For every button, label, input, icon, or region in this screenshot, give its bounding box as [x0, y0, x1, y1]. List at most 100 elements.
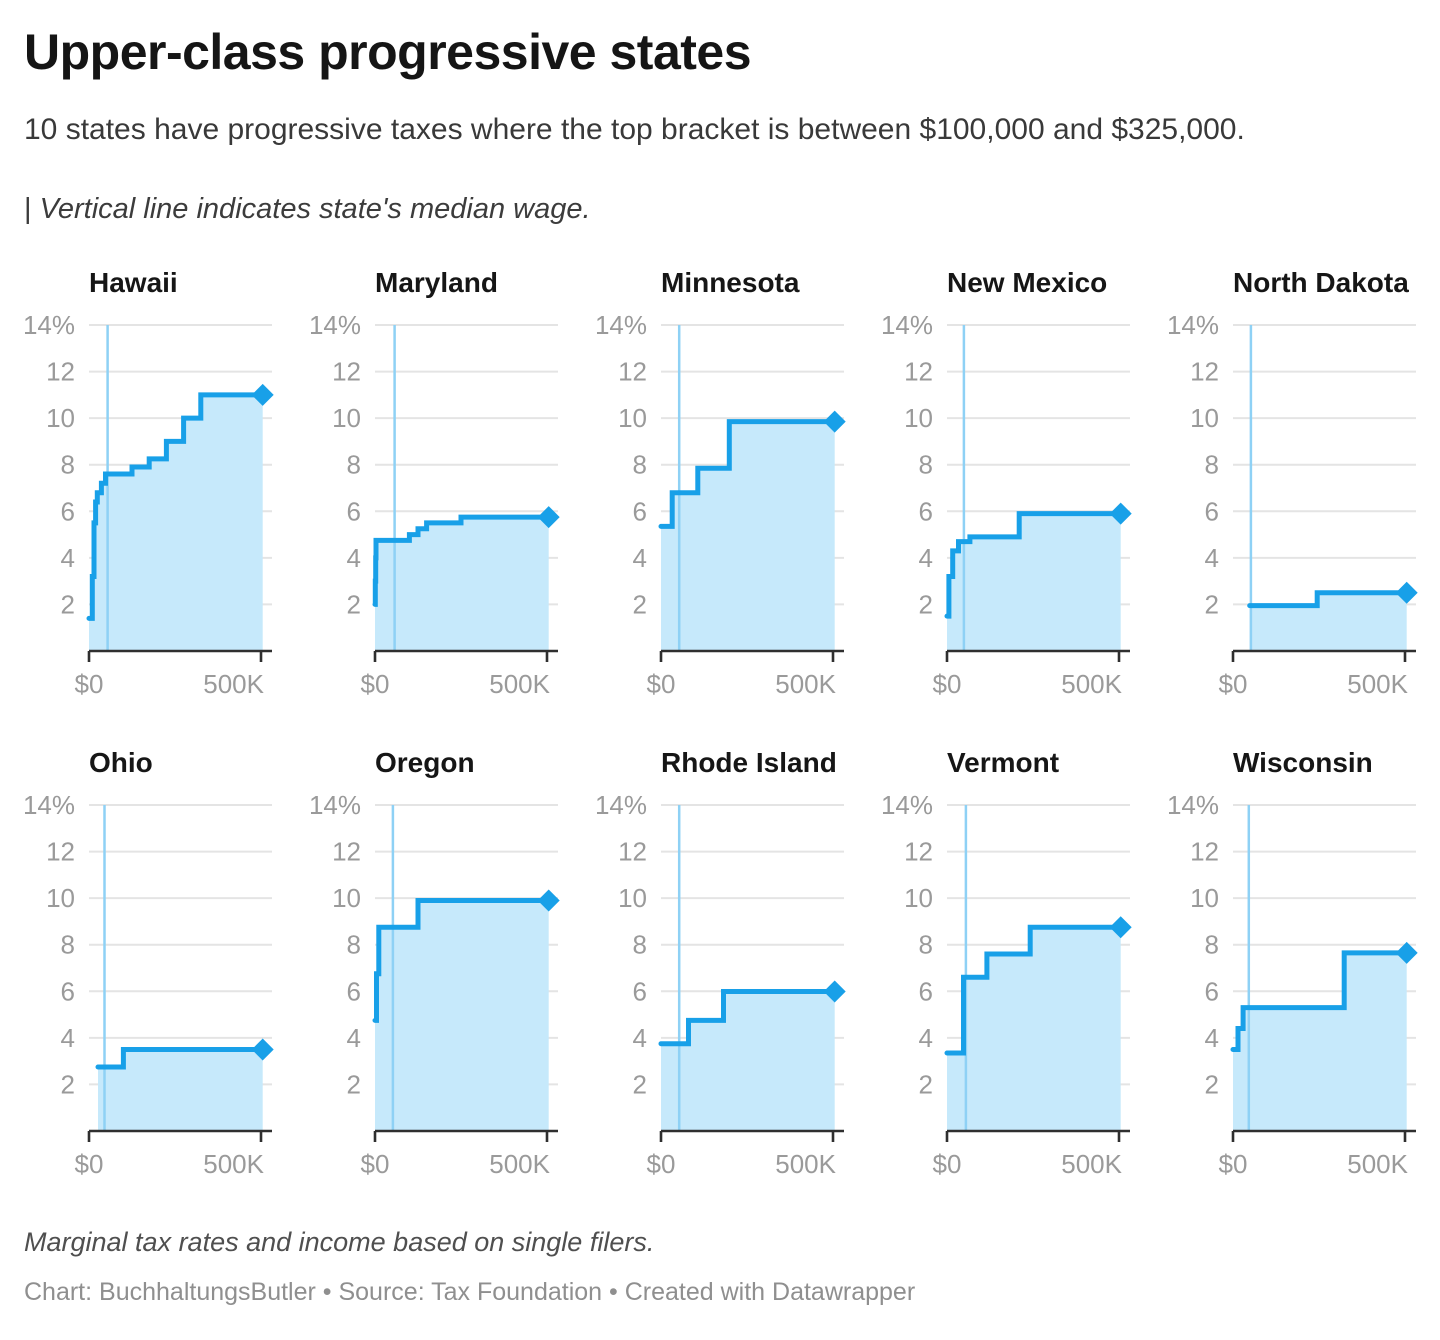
y-tick-label: 12: [46, 837, 75, 867]
y-tick-label: 10: [332, 883, 361, 913]
state-panel-minnesota: Minnesota 14% 12 10 8 6 4 2 $0 500K: [595, 266, 881, 700]
y-tick-label: 8: [61, 450, 75, 480]
y-tick-label: 4: [1205, 1023, 1219, 1053]
x-tick-label: $0: [933, 669, 962, 699]
y-tick-label: 14%: [309, 310, 361, 340]
tax-rate-line: [1247, 590, 1410, 609]
y-tick-label: 8: [919, 450, 933, 480]
y-tick-label: 2: [919, 589, 933, 619]
y-tick-label: 2: [347, 1069, 361, 1099]
y-tick-label: 12: [618, 357, 647, 387]
state-panel-maryland: Maryland 14% 12 10 8 6 4 2 $0 500K: [309, 266, 595, 700]
y-tick-label: 2: [61, 589, 75, 619]
y-tick-label: 6: [347, 496, 361, 526]
tax-rate-line: [658, 989, 838, 1047]
y-tick-label: 4: [61, 1023, 75, 1053]
y-tick-label: 12: [332, 357, 361, 387]
x-tick-label: 500K: [203, 1149, 264, 1179]
panel-chart: 14% 12 10 8 6 4 2 $0 500K: [309, 790, 560, 1179]
y-tick-label: 12: [1190, 357, 1219, 387]
tax-rate-line: [944, 511, 1124, 619]
panel-chart: 14% 12 10 8 6 4 2 $0 500K: [881, 310, 1132, 699]
tax-rate-line: [1230, 950, 1410, 1052]
y-tick-label: 10: [904, 403, 933, 433]
top-bracket-marker: [823, 980, 846, 1003]
chart-annotation: | Vertical line indicates state's median…: [24, 193, 1416, 226]
y-tick-label: 12: [332, 837, 361, 867]
chart-footer: Marginal tax rates and income based on s…: [0, 1224, 1440, 1308]
state-panel-wisconsin: Wisconsin 14% 12 10 8 6 4 2 $0 500K: [1167, 746, 1440, 1180]
tax-rate-area: [375, 517, 549, 651]
x-tick-label: 500K: [203, 669, 264, 699]
y-tick-label: 6: [1205, 496, 1219, 526]
x-tick-label: 500K: [489, 1149, 550, 1179]
y-tick-label: 14%: [595, 790, 647, 820]
y-tick-label: 6: [919, 496, 933, 526]
y-tick-label: 8: [347, 930, 361, 960]
state-panel-new-mexico: New Mexico 14% 12 10 8 6 4 2 $0 500K: [881, 266, 1167, 700]
y-tick-label: 8: [633, 450, 647, 480]
tax-rate-area: [947, 927, 1121, 1131]
y-tick-label: 6: [919, 976, 933, 1006]
top-bracket-marker: [537, 889, 560, 912]
x-tick-label: 500K: [1347, 1149, 1408, 1179]
y-tick-label: 4: [919, 543, 933, 573]
panel-title: Vermont: [947, 747, 1060, 778]
y-tick-label: 8: [633, 930, 647, 960]
y-tick-label: 4: [633, 543, 647, 573]
tax-rate-area: [375, 900, 549, 1131]
chart-header: Upper-class progressive states 10 states…: [0, 0, 1440, 226]
annotation-bar: |: [24, 193, 32, 225]
y-tick-label: 14%: [881, 790, 933, 820]
x-tick-label: 500K: [1061, 1149, 1122, 1179]
y-tick-label: 6: [633, 976, 647, 1006]
x-tick-label: $0: [1219, 1149, 1248, 1179]
state-panel-oregon: Oregon 14% 12 10 8 6 4 2 $0 500K: [309, 746, 595, 1180]
x-tick-label: $0: [75, 1149, 104, 1179]
x-tick-label: $0: [75, 669, 104, 699]
y-tick-label: 2: [61, 1069, 75, 1099]
y-tick-label: 2: [1205, 1069, 1219, 1099]
top-bracket-marker: [1109, 502, 1132, 525]
tax-rate-line: [372, 898, 552, 1023]
panel-chart: 14% 12 10 8 6 4 2 $0 500K: [595, 790, 846, 1179]
panel-chart: 14% 12 10 8 6 4 2 $0 500K: [1167, 790, 1418, 1179]
y-tick-label: 14%: [595, 310, 647, 340]
tax-rate-line: [372, 514, 552, 607]
y-tick-label: 10: [332, 403, 361, 433]
y-tick-label: 10: [1190, 403, 1219, 433]
y-tick-label: 2: [633, 589, 647, 619]
x-tick-label: $0: [647, 669, 676, 699]
tax-rate-area: [89, 394, 263, 651]
state-panel-north-dakota: North Dakota 14% 12 10 8 6 4 2 $0 500K: [1167, 266, 1440, 700]
y-tick-label: 14%: [1167, 310, 1219, 340]
panel-chart: 14% 12 10 8 6 4 2 $0 500K: [595, 310, 846, 699]
x-tick-label: $0: [1219, 669, 1248, 699]
x-tick-label: 500K: [489, 669, 550, 699]
y-tick-label: 12: [1190, 837, 1219, 867]
top-bracket-marker: [1395, 581, 1418, 604]
x-tick-label: 500K: [1061, 669, 1122, 699]
x-tick-label: 500K: [775, 1149, 836, 1179]
chart-subtitle: 10 states have progressive taxes where t…: [24, 113, 1245, 146]
y-tick-label: 4: [633, 1023, 647, 1053]
x-tick-label: 500K: [775, 669, 836, 699]
y-tick-label: 10: [46, 403, 75, 433]
x-tick-label: 500K: [1347, 669, 1408, 699]
y-tick-label: 8: [347, 450, 361, 480]
y-tick-label: 14%: [881, 310, 933, 340]
y-tick-label: 12: [904, 837, 933, 867]
y-tick-label: 14%: [1167, 790, 1219, 820]
small-multiples-grid: Hawaii 14% 12 10 8 6 4 2 $0 500K Maryland 14% 12 10 8 6…: [23, 266, 1440, 1180]
y-tick-label: 4: [919, 1023, 933, 1053]
y-tick-label: 4: [1205, 543, 1219, 573]
y-tick-label: 4: [347, 1023, 361, 1053]
y-tick-label: 12: [46, 357, 75, 387]
x-tick-label: $0: [361, 1149, 390, 1179]
panel-title: Minnesota: [661, 267, 800, 298]
page-title: Upper-class progressive states: [24, 24, 752, 80]
tax-rate-area: [1233, 952, 1407, 1131]
top-bracket-marker: [1109, 916, 1132, 939]
panel-title: Wisconsin: [1233, 747, 1373, 778]
footer-note: Marginal tax rates and income based on s…: [24, 1227, 655, 1257]
